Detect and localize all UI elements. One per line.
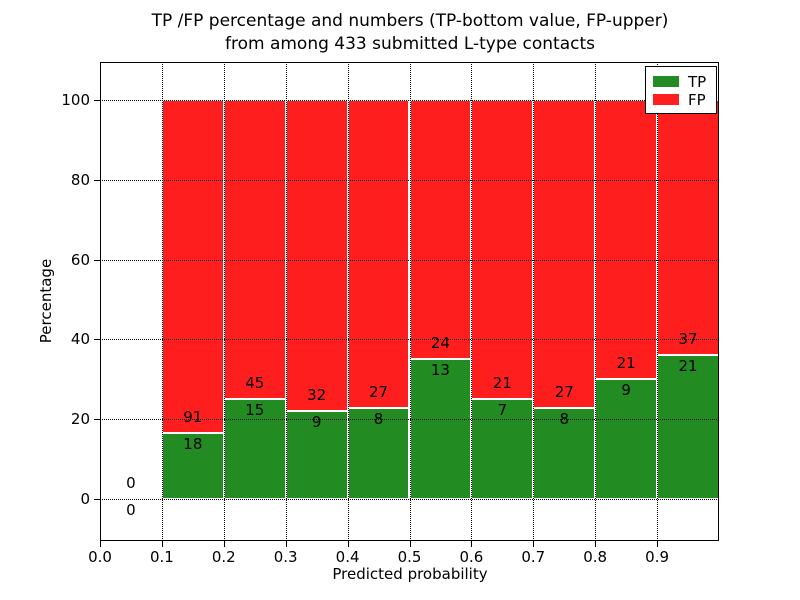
- fp-count-label: 21: [616, 354, 636, 373]
- y-tick-label: 80: [70, 170, 90, 189]
- fp-bar-segment: [595, 99, 658, 380]
- x-gridline: [223, 62, 225, 541]
- tp-count-label: 8: [373, 409, 384, 428]
- tp-count-label: 8: [559, 409, 570, 428]
- tp-bar-segment: [657, 354, 719, 500]
- x-tick-label: 0.8: [583, 548, 608, 566]
- legend-label: TP: [688, 72, 707, 91]
- y-tick-mark: [94, 259, 100, 261]
- fp-count-label: 0: [126, 474, 136, 493]
- tp-count-label: 0: [126, 501, 136, 520]
- x-tick-label: 0.1: [149, 548, 174, 566]
- x-tick-label: 0.7: [521, 548, 546, 566]
- fp-bar-segment: [471, 99, 534, 400]
- y-tick-label: 40: [70, 330, 90, 349]
- y-tick-mark: [94, 99, 100, 101]
- y-tick-mark: [94, 499, 100, 501]
- fp-count-label: 45: [245, 374, 265, 393]
- x-tick-label: 0.6: [459, 548, 484, 566]
- y-tick-mark: [94, 419, 100, 421]
- fp-count-label: 27: [554, 382, 574, 401]
- y-tick-mark: [94, 179, 100, 181]
- y-tick-label: 20: [70, 410, 90, 429]
- x-tick-mark: [161, 541, 163, 547]
- x-tick-mark: [657, 541, 659, 547]
- tp-count-label: 9: [621, 381, 631, 400]
- y-tick-label: 0: [80, 490, 90, 509]
- y-tick-label: 100: [61, 90, 90, 109]
- x-gridline: [471, 62, 473, 541]
- x-tick-label: 0.4: [335, 548, 360, 566]
- fp-count-label: 24: [430, 333, 450, 352]
- tp-count-label: 21: [678, 356, 698, 375]
- x-tick-label: 0.2: [211, 548, 236, 566]
- x-gridline: [657, 62, 659, 541]
- tp-count-label: 18: [183, 435, 203, 454]
- x-tick-label: 0.9: [645, 548, 670, 566]
- x-gridline: [409, 62, 411, 541]
- y-tick-label: 60: [70, 250, 90, 269]
- legend-items: TP FP: [653, 73, 709, 108]
- fp-count-label: 21: [492, 374, 512, 393]
- tp-bar-segment: [285, 411, 348, 500]
- tp-count-label: 13: [430, 360, 450, 379]
- x-tick-mark: [347, 541, 349, 547]
- tp-legend-swatch: [653, 76, 679, 87]
- fp-count-label: 27: [369, 382, 389, 401]
- x-tick-label: 0.3: [273, 548, 298, 566]
- fp-legend-swatch: [653, 94, 679, 105]
- fp-count-label: 91: [183, 408, 203, 427]
- tp-bar-segment: [223, 399, 286, 500]
- x-gridline: [347, 62, 349, 541]
- fp-bar-segment: [223, 99, 286, 400]
- x-tick-label: 0.5: [397, 548, 422, 566]
- tp-count-label: 7: [497, 401, 508, 420]
- fp-bar-segment: [657, 99, 719, 355]
- chart-title-line1: TP /FP percentage and numbers (TP-bottom…: [151, 11, 669, 31]
- fp-bar-segment: [347, 99, 410, 408]
- x-tick-mark: [471, 541, 473, 547]
- x-tick-mark: [595, 541, 597, 547]
- tp-bar-segment: [347, 407, 410, 500]
- fp-count-label: 32: [307, 386, 327, 405]
- legend-row: TP: [653, 73, 709, 90]
- tp-bar-segment: [161, 433, 224, 500]
- x-tick-mark: [285, 541, 287, 547]
- tp-count-label: 15: [245, 401, 265, 420]
- fp-bar-segment: [285, 99, 348, 412]
- y-tick-mark: [94, 339, 100, 341]
- fp-bar-segment: [409, 99, 472, 359]
- tp-bar-segment: [409, 358, 472, 500]
- legend-row: FP: [653, 91, 709, 108]
- legend: TP FP: [645, 66, 717, 114]
- fp-bar-segment: [533, 99, 596, 408]
- x-tick-mark: [100, 541, 101, 547]
- tp-count-label: 9: [311, 413, 322, 432]
- chart-title-line2: from among 433 submitted L-type contacts: [224, 34, 595, 54]
- x-gridline: [533, 62, 535, 541]
- y-axis-label: Percentage: [37, 258, 55, 344]
- x-tick-mark: [533, 541, 535, 547]
- fp-bar-segment: [161, 99, 224, 434]
- x-tick-mark: [409, 541, 411, 547]
- x-gridline: [161, 62, 163, 541]
- x-gridline: [595, 62, 597, 541]
- x-axis-label: Predicted probability: [332, 565, 488, 583]
- x-tick-label: 0.0: [88, 548, 112, 566]
- fp-count-label: 37: [678, 329, 698, 348]
- chart-title: TP /FP percentage and numbers (TP-bottom…: [100, 10, 720, 56]
- legend-label: FP: [688, 90, 706, 109]
- x-gridline: [285, 62, 287, 541]
- x-tick-mark: [223, 541, 225, 547]
